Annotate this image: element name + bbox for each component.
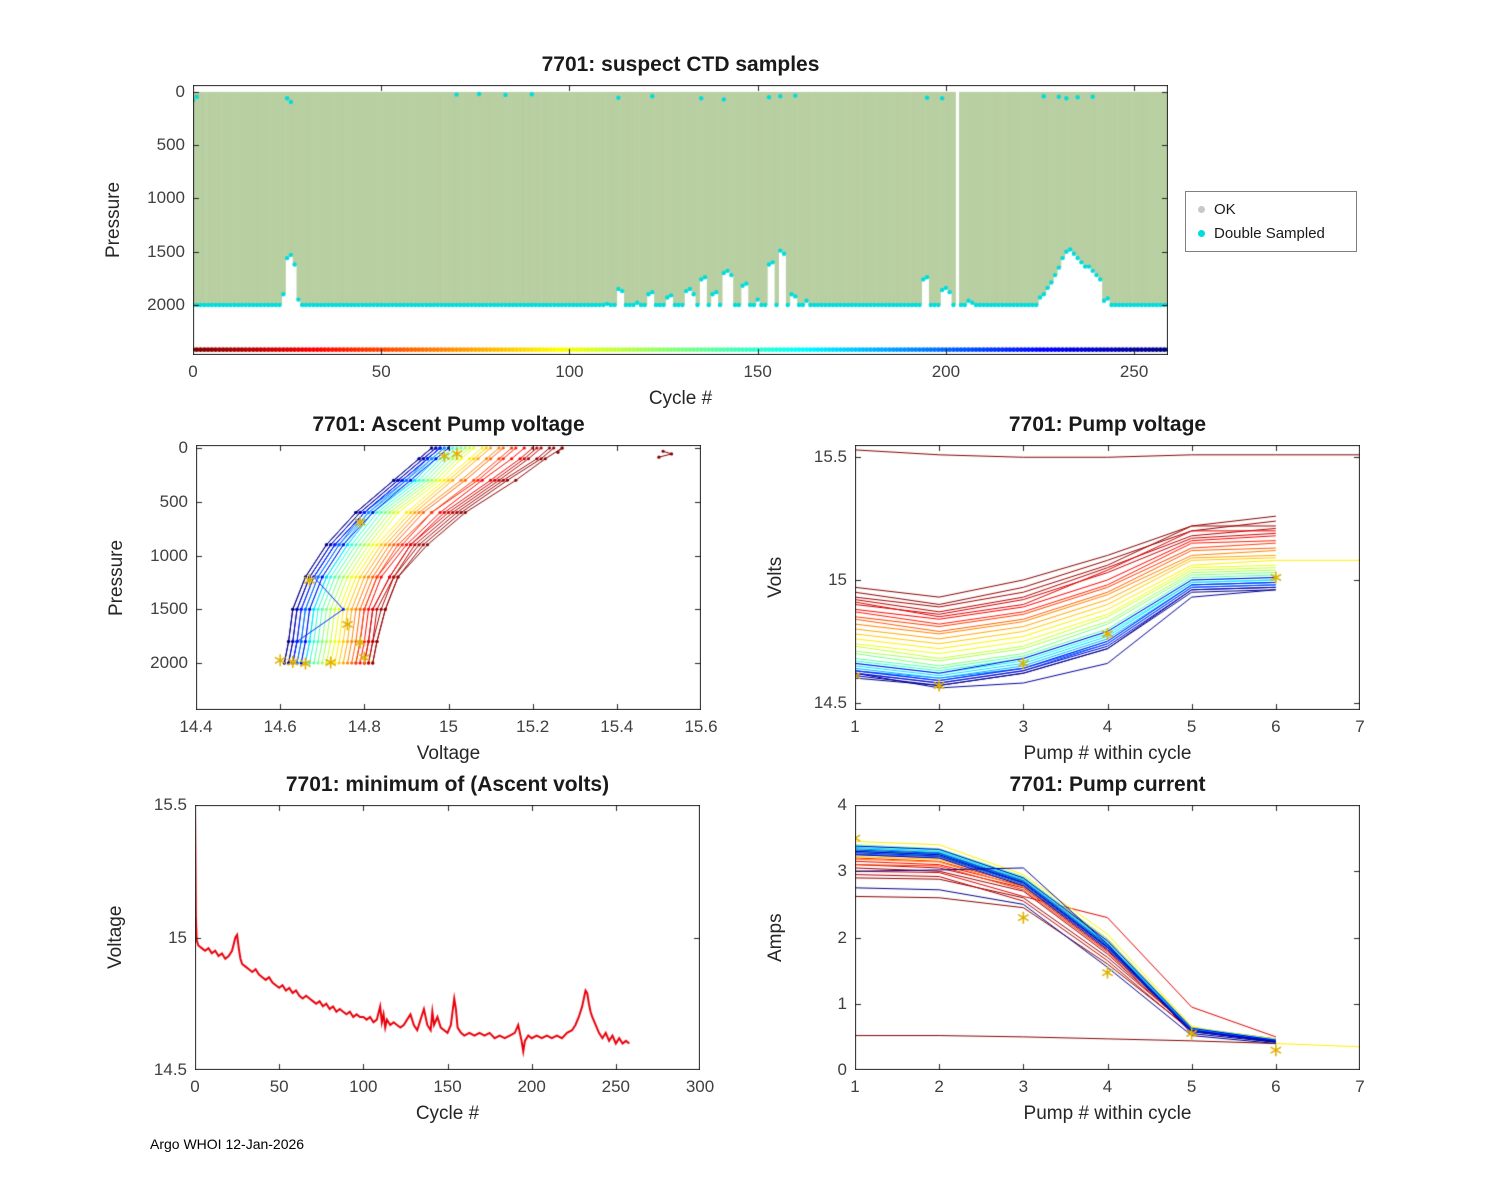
x-tick-label: 250 — [1119, 362, 1149, 381]
ok-dot-icon — [1198, 206, 1205, 213]
pump-current-title: 7701: Pump current — [1009, 773, 1206, 796]
ctd-legend: OK Double Sampled — [1185, 191, 1357, 252]
pump-voltage-canvas — [855, 445, 1360, 710]
x-tick-label: 50 — [269, 1077, 289, 1096]
figure-footer-caption: Argo WHOI 12-Jan-2026 — [150, 1136, 305, 1152]
ascent-pump-voltage-xlabel: Voltage — [416, 743, 481, 764]
x-tick-label: 6 — [1271, 1077, 1281, 1096]
x-tick-label: 150 — [433, 1077, 462, 1096]
x-tick-label: 1 — [850, 717, 860, 736]
x-tick-label: 250 — [601, 1077, 631, 1096]
pump-current-canvas — [855, 805, 1360, 1070]
y-tick-label: 15 — [168, 927, 187, 947]
x-tick-label: 150 — [743, 362, 772, 381]
min-ascent-volts-canvas — [195, 805, 700, 1070]
y-tick-label: 0 — [178, 438, 188, 458]
x-tick-label: 300 — [685, 1077, 715, 1096]
x-tick-label: 14.4 — [179, 717, 213, 736]
y-tick-label: 15.5 — [813, 447, 847, 467]
y-tick-label: 1000 — [150, 545, 188, 565]
y-tick-label: 14.5 — [813, 692, 847, 712]
pump-voltage-title: 7701: Pump voltage — [1008, 413, 1207, 436]
pump-voltage-xlabel: Pump # within cycle — [1023, 743, 1192, 764]
suspect-ctd-samples-plot: 7701: suspect CTD samples Pressure Cycle… — [103, 53, 1168, 409]
pump-voltage-plot: 7701: Pump voltage Volts Pump # within c… — [765, 413, 1365, 764]
ascent-pump-voltage-ylabel: Pressure — [106, 539, 127, 616]
legend-label-ok: OK — [1214, 201, 1236, 218]
pump-current-xlabel: Pump # within cycle — [1023, 1103, 1192, 1124]
x-tick-label: 6 — [1271, 717, 1281, 736]
x-tick-label: 200 — [517, 1077, 546, 1096]
x-tick-label: 2 — [934, 717, 944, 736]
x-tick-label: 1 — [850, 1077, 860, 1096]
legend-entry-ok: OK — [1198, 201, 1344, 218]
suspect-ctd-samples-xlabel: Cycle # — [648, 388, 713, 409]
pump-current-plot: 7701: Pump current Amps Pump # within cy… — [765, 773, 1365, 1124]
y-tick-label: 1500 — [147, 241, 185, 261]
ascent-pump-voltage-plot: 7701: Ascent Pump voltage Pressure Volta… — [106, 413, 718, 764]
min-ascent-volts-xlabel: Cycle # — [415, 1103, 480, 1124]
x-tick-label: 4 — [1102, 1077, 1113, 1096]
ascent-pump-voltage-title: 7701: Ascent Pump voltage — [312, 413, 585, 436]
x-tick-label: 5 — [1186, 1077, 1197, 1096]
x-tick-label: 100 — [555, 362, 584, 381]
x-tick-label: 15.6 — [684, 717, 718, 736]
x-tick-label: 3 — [1018, 717, 1029, 736]
x-tick-label: 3 — [1018, 1077, 1029, 1096]
ascent-pump-voltage-canvas — [196, 445, 701, 710]
x-tick-label: 15.4 — [600, 717, 634, 736]
y-tick-label: 1000 — [147, 188, 185, 208]
min-ascent-volts-plot: 7701: minimum of (Ascent volts) Voltage … — [105, 773, 714, 1124]
suspect-ctd-samples-canvas — [193, 85, 1168, 355]
x-tick-label: 7 — [1355, 717, 1365, 736]
y-tick-label: 3 — [837, 861, 847, 881]
x-tick-label: 100 — [349, 1077, 378, 1096]
suspect-ctd-samples-ylabel: Pressure — [103, 181, 124, 259]
y-tick-label: 2000 — [147, 294, 185, 314]
x-tick-label: 2 — [934, 1077, 944, 1096]
y-tick-label: 1500 — [150, 599, 188, 619]
y-tick-label: 14.5 — [153, 1060, 187, 1079]
x-tick-label: 0 — [188, 362, 198, 381]
y-tick-label: 1 — [837, 993, 847, 1013]
pump-current-ylabel: Amps — [765, 913, 786, 962]
x-tick-label: 14.8 — [347, 717, 381, 736]
x-tick-label: 200 — [931, 362, 961, 381]
y-tick-label: 2000 — [150, 653, 188, 673]
y-tick-label: 15.5 — [153, 795, 187, 814]
x-tick-label: 5 — [1186, 717, 1197, 736]
y-tick-label: 0 — [175, 81, 185, 101]
y-tick-label: 2 — [837, 927, 847, 947]
pump-voltage-ylabel: Volts — [765, 556, 786, 599]
x-tick-label: 7 — [1355, 1077, 1365, 1096]
y-tick-label: 4 — [837, 795, 847, 814]
double-sampled-dot-icon — [1198, 230, 1205, 237]
x-tick-label: 15 — [439, 717, 458, 736]
x-tick-label: 4 — [1102, 717, 1113, 736]
x-tick-label: 50 — [371, 362, 391, 381]
legend-label-double-sampled: Double Sampled — [1214, 225, 1325, 242]
min-ascent-volts-ylabel: Voltage — [105, 905, 126, 970]
x-tick-label: 15.2 — [516, 717, 550, 736]
y-tick-label: 500 — [156, 135, 185, 155]
y-tick-label: 500 — [159, 491, 188, 511]
legend-entry-double-sampled: Double Sampled — [1198, 225, 1344, 242]
min-ascent-volts-title: 7701: minimum of (Ascent volts) — [285, 773, 610, 796]
suspect-ctd-samples-title: 7701: suspect CTD samples — [541, 53, 820, 76]
x-tick-label: 0 — [190, 1077, 200, 1096]
x-tick-label: 14.6 — [263, 717, 297, 736]
y-tick-label: 15 — [828, 569, 847, 589]
y-tick-label: 0 — [837, 1060, 847, 1079]
